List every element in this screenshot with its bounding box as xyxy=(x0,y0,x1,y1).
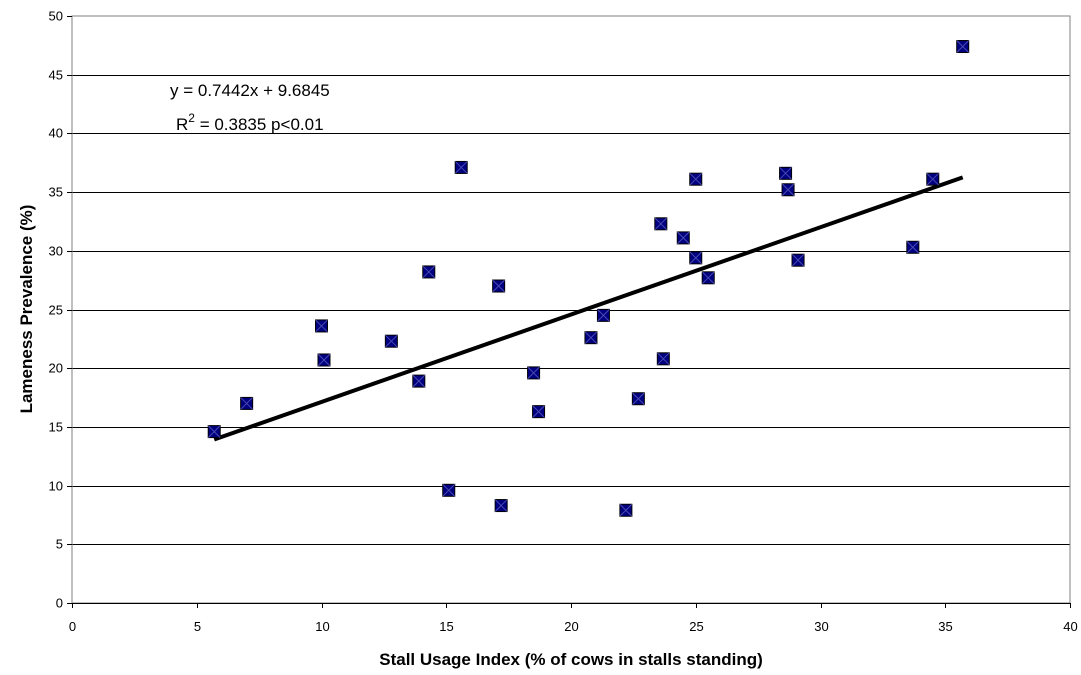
x-tick-label: 25 xyxy=(689,619,703,634)
data-point-cross xyxy=(494,499,508,512)
y-tick-label: 15 xyxy=(49,420,63,435)
data-point-cross xyxy=(791,253,805,267)
data-point xyxy=(454,160,468,174)
data-point-cross xyxy=(781,183,795,197)
x-tick-label: 30 xyxy=(814,619,828,634)
y-tick-label: 45 xyxy=(49,68,63,83)
data-point-cross xyxy=(926,172,940,186)
plot-area-frame xyxy=(71,15,1071,604)
r-squared-annotation: R2 = 0.3835 p<0.01 xyxy=(176,111,324,134)
data-point xyxy=(532,405,546,419)
data-point xyxy=(384,334,398,348)
y-axis-title: Lameness Prevalence (%) xyxy=(17,205,36,414)
data-point-cross xyxy=(207,425,221,438)
data-point-cross xyxy=(240,397,254,410)
data-point-cross xyxy=(315,319,328,333)
data-point xyxy=(527,366,541,380)
data-point xyxy=(584,331,598,345)
data-point xyxy=(492,279,506,293)
trendline-group xyxy=(213,175,964,442)
data-point xyxy=(412,374,426,388)
data-point xyxy=(315,319,328,333)
data-point xyxy=(596,308,610,322)
r2-value: = 0.3835 p<0.01 xyxy=(195,115,324,134)
data-point xyxy=(317,353,331,367)
data-point-cross xyxy=(412,374,426,388)
r2-superscript: 2 xyxy=(188,111,195,125)
data-point xyxy=(791,253,805,267)
x-tick-label: 15 xyxy=(439,619,453,634)
x-tick-label: 10 xyxy=(315,619,329,634)
data-point xyxy=(701,271,715,285)
gridlines xyxy=(72,75,1070,545)
data-point-cross xyxy=(701,271,715,285)
data-point-cross xyxy=(454,161,468,174)
data-point xyxy=(631,392,645,406)
axis-ticks: 0 5 10 15 20 25 30 35 40 45 50 0 5 10 15 20 25 30 35 40 xyxy=(49,9,1078,635)
r2-prefix: R xyxy=(176,115,188,134)
trendline-equation: y = 0.7442x + 9.6845 xyxy=(170,81,330,100)
data-point xyxy=(781,183,795,197)
data-point-cross xyxy=(532,405,545,418)
data-point xyxy=(676,231,690,245)
data-point-cross xyxy=(619,503,633,517)
data-point xyxy=(956,40,970,54)
data-point-cross xyxy=(956,40,970,53)
data-point-cross xyxy=(492,279,505,293)
x-tick-label: 0 xyxy=(69,619,76,634)
data-point xyxy=(494,499,508,513)
data-point-cross xyxy=(597,309,610,322)
y-tick-label: 10 xyxy=(49,479,63,494)
data-point xyxy=(779,166,793,180)
data-point xyxy=(240,396,254,410)
data-point xyxy=(656,352,670,366)
data-point-cross xyxy=(779,166,792,180)
data-point xyxy=(442,483,456,497)
y-tick-label: 35 xyxy=(49,185,63,200)
y-tick-label: 20 xyxy=(49,361,63,376)
data-point xyxy=(689,172,703,186)
trendline xyxy=(213,175,964,442)
data-point-cross xyxy=(442,483,456,497)
data-point xyxy=(619,503,633,517)
data-points xyxy=(207,40,970,517)
y-tick-label: 0 xyxy=(56,596,63,611)
data-point-cross xyxy=(689,172,703,186)
data-point-cross xyxy=(906,240,920,254)
data-point xyxy=(926,172,940,186)
data-point xyxy=(689,251,703,265)
data-point-cross xyxy=(632,392,645,406)
x-tick-label: 5 xyxy=(194,619,201,634)
data-point xyxy=(422,265,436,279)
data-point xyxy=(906,240,920,254)
data-point-cross xyxy=(527,366,540,380)
y-tick-label: 30 xyxy=(49,244,63,259)
data-point-cross xyxy=(689,251,703,265)
y-tick-label: 50 xyxy=(49,9,63,24)
x-tick-label: 20 xyxy=(564,619,578,634)
data-point xyxy=(654,217,668,231)
data-point-cross xyxy=(656,352,670,366)
y-tick-label: 5 xyxy=(56,537,63,552)
y-tick-label: 25 xyxy=(49,303,63,318)
data-point-cross xyxy=(422,265,436,279)
x-axis-title: Stall Usage Index (% of cows in stalls s… xyxy=(379,650,763,669)
x-tick-label: 35 xyxy=(938,619,952,634)
data-point-cross xyxy=(676,231,690,245)
x-tick-label: 40 xyxy=(1063,619,1077,634)
data-point-cross xyxy=(654,217,668,231)
data-point-cross xyxy=(385,334,398,348)
data-point-cross xyxy=(317,353,331,367)
data-point xyxy=(207,425,221,439)
data-point-cross xyxy=(584,331,598,345)
y-tick-label: 40 xyxy=(49,126,63,141)
